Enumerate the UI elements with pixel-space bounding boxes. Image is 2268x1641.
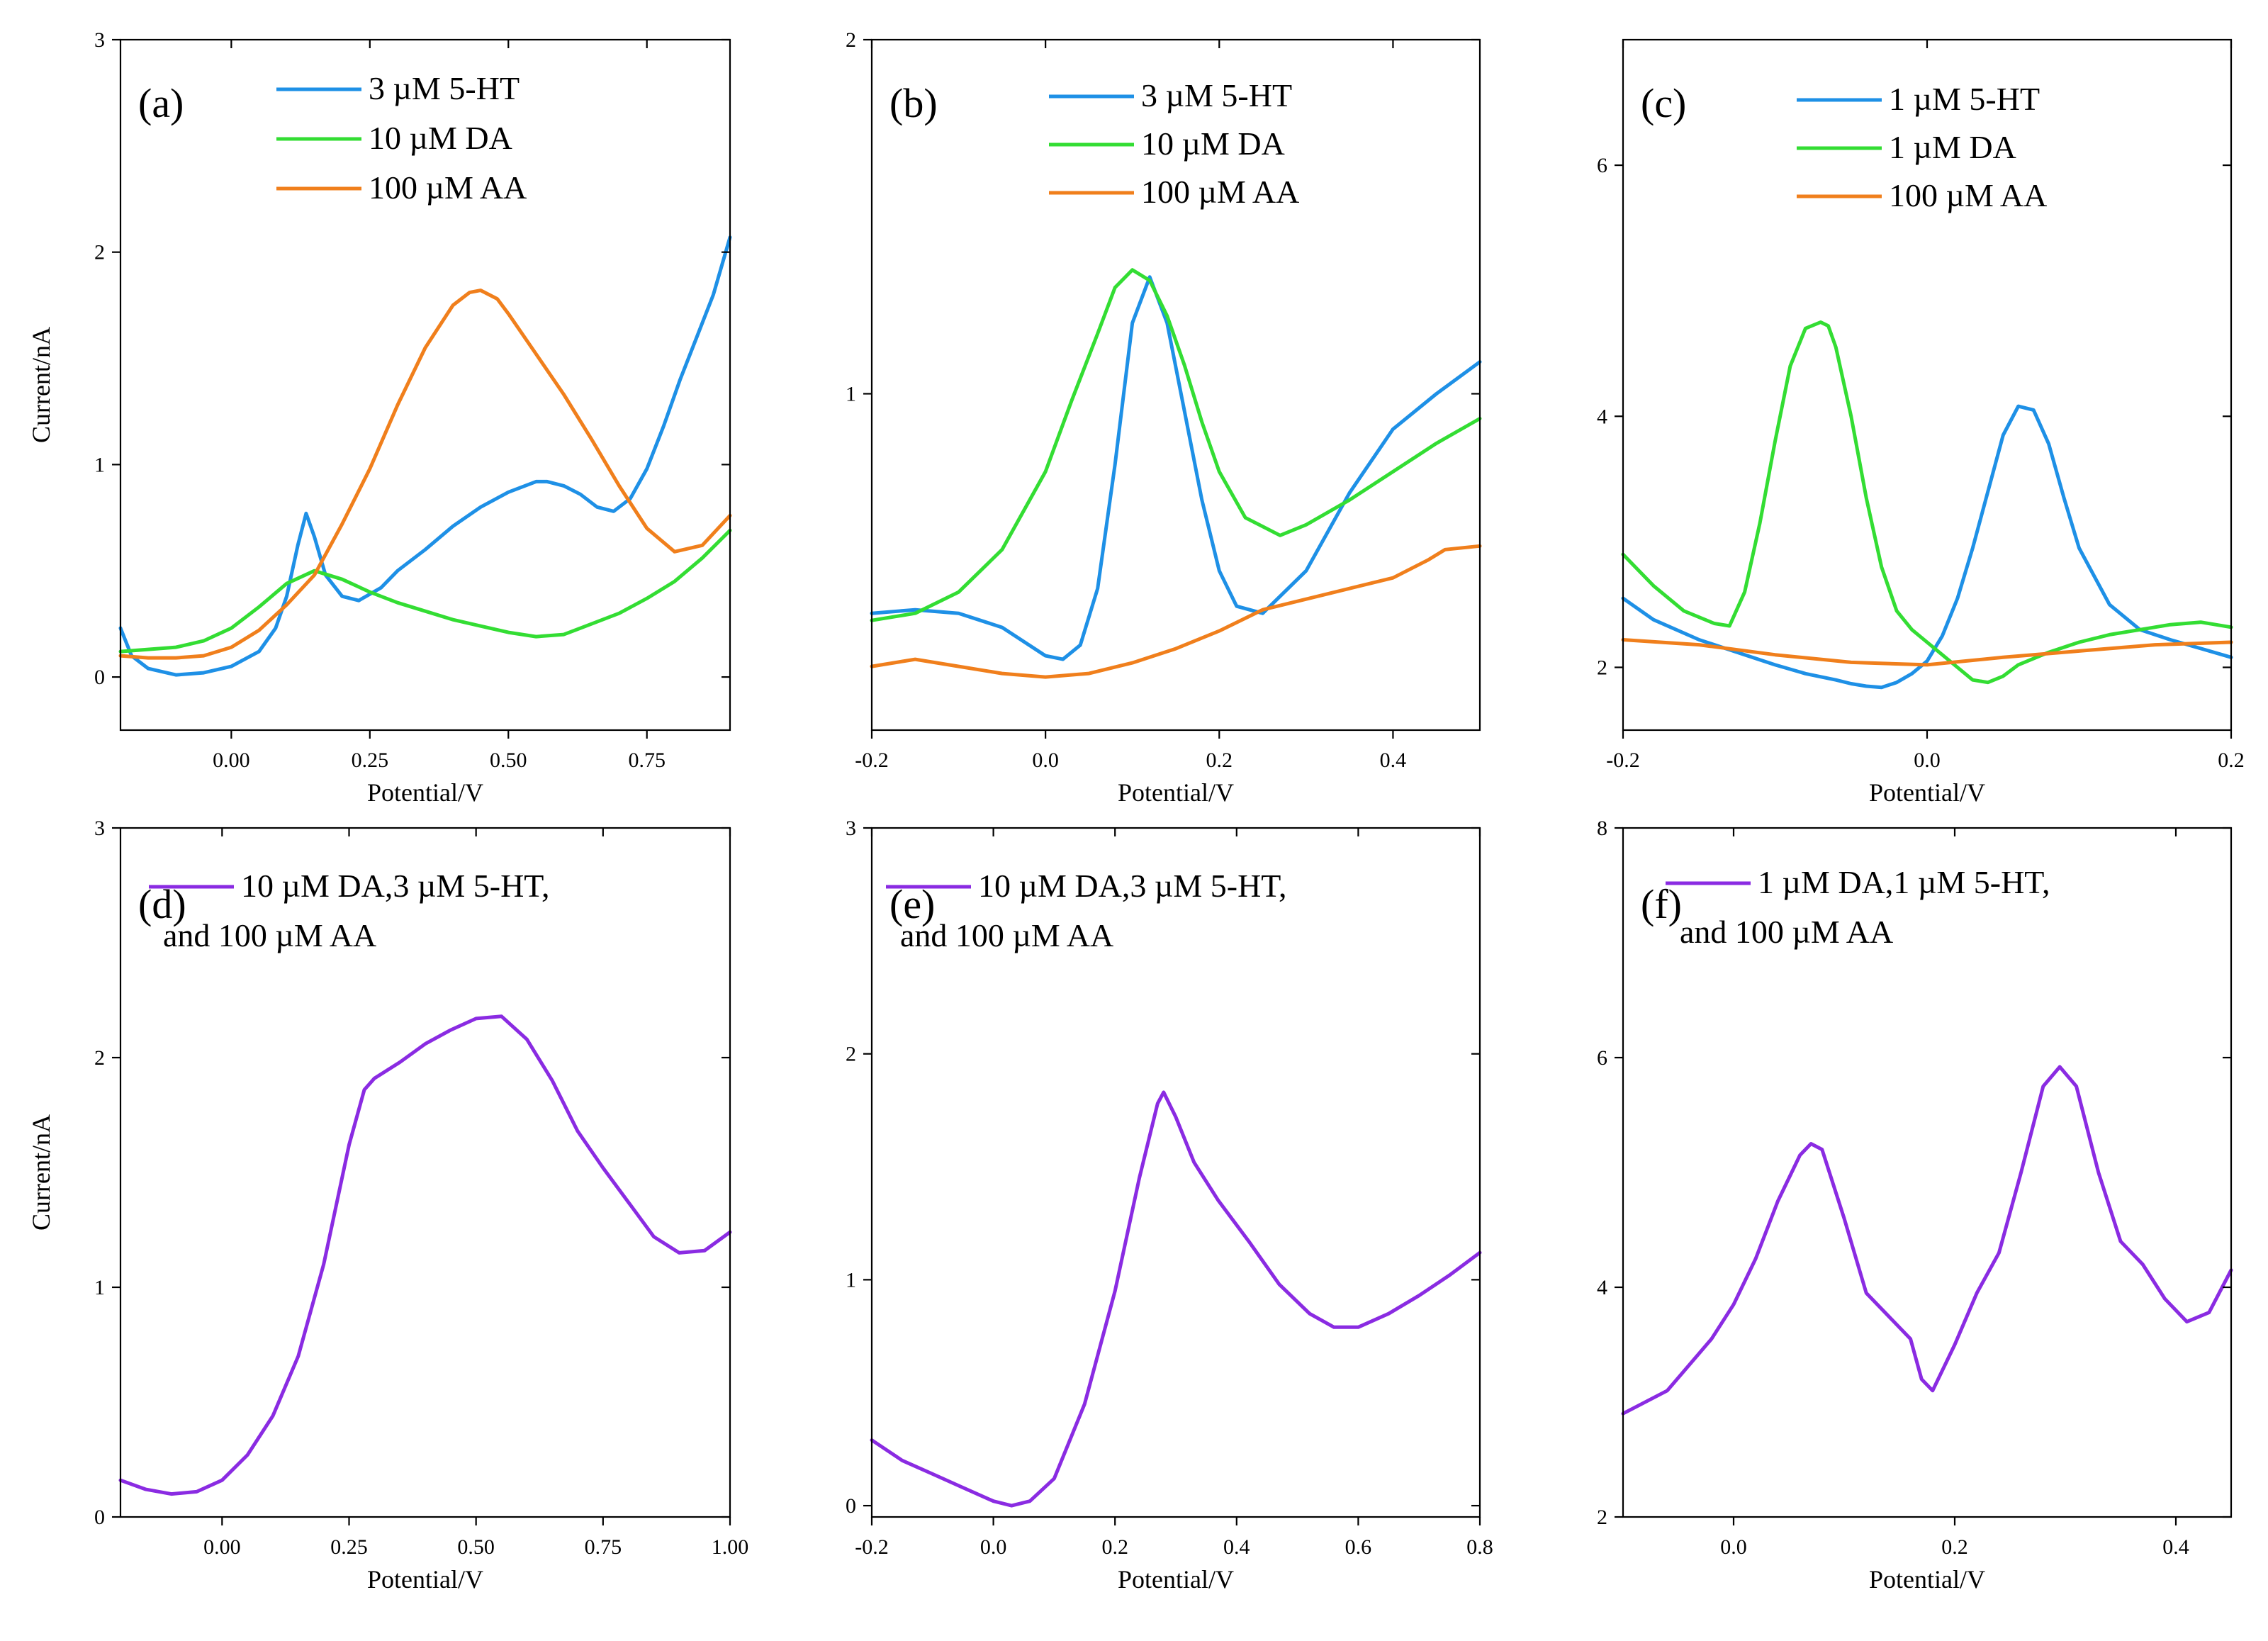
legend-label: 10 µM DA [369,120,512,156]
x-tick-label: 0.2 [2218,749,2245,772]
chart-panel-e: -0.2 0.0 0.2 0.4 0.6 0.8 0 1 2 3 Potential/V (e) 10 … [846,817,1493,1594]
plot-frame [119,38,731,732]
panel-tag: (b) [889,80,938,126]
x-axis-title: Potential/V [367,1565,483,1594]
series-line-d-0 [118,1014,732,1496]
x-tick-label: 0.4 [1223,1535,1250,1559]
y-tick-label: 4 [1597,1276,1607,1299]
y-tick-label: 1 [846,1268,856,1292]
chart-panel-c: -0.2 0.0 0.2 2 4 6 Potential/V (c) 1 µM 5-HT 1 µM… [1597,38,2245,807]
series-line-e-0 [870,1090,1482,1508]
x-tick-label: 0.00 [213,749,250,772]
legend-label: and 100 µM AA [1680,914,1893,950]
y-tick-label: 3 [846,817,856,840]
legend-label: 100 µM AA [369,169,527,206]
series-line-b-1 [870,268,1482,622]
x-tick-label: -0.2 [1606,749,1640,772]
x-tick-label: 0.2 [1941,1535,1968,1559]
y-tick-label: 3 [94,28,105,52]
legend-label: 100 µM AA [1141,174,1299,210]
series-line-c-1 [1621,320,2233,685]
y-tick-label: 2 [1597,1506,1607,1529]
x-tick-label: 0.2 [1206,749,1233,772]
x-tick-label: 1.00 [712,1535,749,1559]
y-tick-label: 2 [846,28,856,52]
x-tick-label: -0.2 [855,1535,889,1559]
y-tick-label: 6 [1597,154,1607,177]
series-line-a-1 [118,528,732,654]
series-line-f-0 [1621,1065,2233,1416]
x-tick-label: 0.00 [203,1535,241,1559]
x-tick-label: 0.0 [1914,749,1941,772]
x-tick-label: 0.75 [628,749,666,772]
y-tick-label: 0 [94,1506,105,1529]
series-line-b-2 [870,544,1482,679]
x-tick-label: 0.4 [2162,1535,2189,1559]
y-axis-title: Current/nA [27,1114,55,1231]
x-axis-title: Potential/V [1118,1565,1234,1594]
chart-panel-b: -0.2 0.0 0.2 0.4 1 2 Potential/V (b) 3 µM 5-HT 10… [846,28,1482,807]
panel-tag: (f) [1641,881,1682,927]
legend-label: 10 µM DA [1141,125,1285,162]
series-line-c-2 [1621,638,2233,667]
x-axis-title: Potential/V [1118,778,1234,807]
y-tick-label: 1 [94,1276,105,1299]
x-tick-label: 0.75 [585,1535,622,1559]
y-tick-label: 4 [1597,405,1607,428]
x-tick-label: 0.25 [352,749,389,772]
y-axis-title: Current/nA [27,327,55,443]
legend-label: 100 µM AA [1889,177,2047,213]
y-tick-label: 2 [94,1046,105,1070]
legend-label: 3 µM 5-HT [1141,77,1292,113]
y-tick-label: 6 [1597,1046,1607,1070]
panel-tag: (a) [138,80,184,126]
y-tick-label: 0 [846,1494,856,1518]
series-line-a-2 [118,289,732,660]
chart-panel-f: 0.0 0.2 0.4 2 4 6 8 Potential/V (f) 1 µM DA,1 µM … [1597,817,2233,1594]
x-tick-label: 0.25 [330,1535,368,1559]
panel-tag: (c) [1641,80,1686,126]
legend-label: and 100 µM AA [900,917,1113,953]
x-tick-label: 0.50 [457,1535,495,1559]
plot-frame [1622,827,2233,1518]
y-tick-label: 2 [94,241,105,264]
y-tick-label: 8 [1597,817,1607,840]
x-tick-label: 0.2 [1101,1535,1128,1559]
y-tick-label: 2 [1597,656,1607,679]
series-line-a-0 [118,235,732,677]
chart-panel-a: 0.00 0.25 0.50 0.75 0 1 2 3 Potential/V Current/n… [27,28,732,807]
x-axis-title: Potential/V [1869,1565,1985,1594]
x-tick-label: 0.8 [1466,1535,1493,1559]
x-axis-title: Potential/V [1869,778,1985,807]
x-tick-label: 0.50 [490,749,527,772]
x-axis-title: Potential/V [367,778,483,807]
panel-tag: (d) [138,881,186,927]
x-tick-label: 0.0 [1720,1535,1747,1559]
y-tick-label: 2 [846,1043,856,1066]
x-tick-label: 0.0 [1032,749,1059,772]
legend-label: 3 µM 5-HT [369,70,520,106]
legend-label: 1 µM DA,1 µM 5-HT, [1758,864,2050,900]
y-tick-label: 3 [94,817,105,840]
series-line-c-0 [1621,404,2233,690]
legend-label: 10 µM DA,3 µM 5-HT, [978,868,1286,904]
panel-tag: (e) [889,881,935,927]
legend-label: and 100 µM AA [163,917,376,953]
plot-frame [870,38,1481,732]
series-line-b-0 [870,275,1482,661]
plot-frame [870,827,1481,1518]
y-tick-label: 1 [846,382,856,405]
legend-label: 1 µM 5-HT [1889,81,2040,117]
legend-label: 1 µM DA [1889,129,2016,165]
chart-panel-d: 0.00 0.25 0.50 0.75 1.00 0 1 2 3 Potential/V Curre… [27,817,748,1594]
legend-label: 10 µM DA,3 µM 5-HT, [241,868,549,904]
plot-frame [119,827,731,1518]
y-tick-label: 0 [94,666,105,689]
x-tick-label: 0.0 [980,1535,1007,1559]
y-tick-label: 1 [94,453,105,476]
x-tick-label: -0.2 [855,749,889,772]
x-tick-label: 0.6 [1345,1535,1372,1559]
x-tick-label: 0.4 [1380,749,1407,772]
